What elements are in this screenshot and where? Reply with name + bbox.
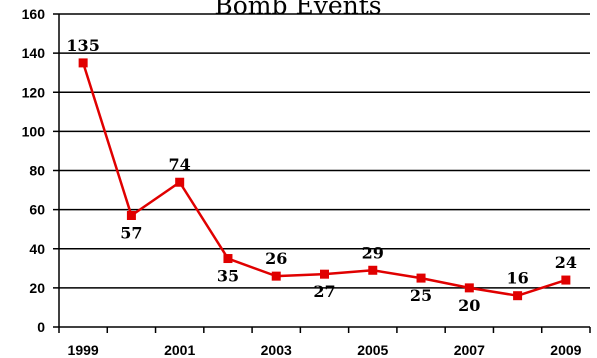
data-point-2009 [561, 275, 571, 285]
y-tick-label-60: 60 [29, 202, 45, 218]
series-line-0 [81, 62, 567, 297]
data-point-2007 [464, 283, 474, 293]
y-tick-label-20: 20 [29, 280, 45, 296]
data-point-2000 [126, 210, 136, 220]
data-label-2004: 27 [313, 282, 335, 301]
x-tick-label-1999: 1999 [68, 342, 99, 358]
chart-title: Bomb Events [214, 0, 381, 20]
data-point-2002 [223, 254, 233, 264]
y-tick-label-0: 0 [37, 319, 45, 335]
data-label-2002: 35 [217, 267, 239, 286]
x-tick-label-2005: 2005 [357, 342, 388, 358]
y-tick-label-80: 80 [29, 163, 45, 179]
data-label-2003: 26 [265, 249, 287, 268]
x-tick-label-2007: 2007 [454, 342, 485, 358]
x-tick-label-2003: 2003 [261, 342, 292, 358]
data-label-1999: 135 [66, 36, 99, 55]
data-labels: 135 57 74 35 26 27 29 25 20 16 24 [66, 36, 577, 315]
x-tick-label-2001: 2001 [164, 342, 195, 358]
y-tick-label-100: 100 [22, 123, 46, 139]
data-label-2005: 29 [362, 243, 384, 262]
x-tick-label-2009: 2009 [550, 342, 581, 358]
gridlines [59, 13, 590, 289]
data-point-2003 [271, 271, 281, 281]
data-point-2005 [368, 265, 378, 275]
data-point-2001 [175, 177, 185, 187]
data-point-2008 [513, 291, 523, 301]
y-tick-label-40: 40 [29, 241, 45, 257]
data-series [78, 58, 571, 301]
y-tick-label-160: 160 [22, 6, 46, 22]
axes [53, 13, 591, 333]
tick-labels: 0 20 40 60 80 100 120 140 160 1999 2001 2003 2005 200… [22, 6, 582, 358]
data-point-2006 [416, 273, 426, 283]
data-label-2007: 20 [458, 296, 480, 315]
y-tick-label-140: 140 [22, 45, 46, 61]
y-tick-label-120: 120 [22, 84, 46, 100]
data-point-2004 [320, 269, 329, 279]
data-label-2000: 57 [120, 223, 142, 242]
data-point-1999 [78, 58, 88, 68]
data-label-2001: 74 [169, 155, 191, 174]
data-label-2006: 25 [410, 286, 432, 305]
data-label-2008: 16 [506, 269, 528, 288]
data-label-2009: 24 [555, 253, 577, 272]
